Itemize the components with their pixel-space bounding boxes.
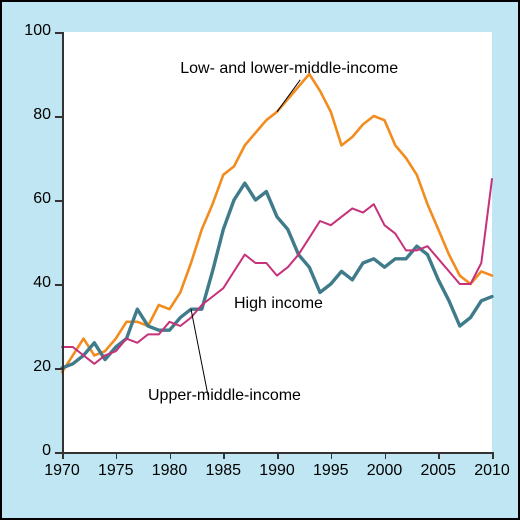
x-tick-label: 2005 bbox=[416, 462, 460, 480]
x-tick bbox=[170, 452, 172, 459]
x-tick-label: 1970 bbox=[40, 462, 84, 480]
series-low_lower_middle bbox=[62, 74, 492, 372]
x-tick bbox=[223, 452, 225, 459]
x-tick bbox=[277, 452, 279, 459]
leader-low_lower_middle bbox=[277, 80, 300, 112]
x-tick bbox=[492, 452, 494, 459]
y-tick-label: 100 bbox=[11, 22, 51, 40]
chart-outer: 0 20 40 60 80 100 1970 1975 1980 1985 1990 1995 2000… bbox=[0, 0, 520, 520]
x-tick bbox=[385, 452, 387, 459]
series-label-low_lower_middle: Low- and lower-middle-income bbox=[180, 60, 398, 78]
x-tick-label: 2010 bbox=[470, 462, 514, 480]
y-tick bbox=[55, 368, 62, 370]
y-tick-label: 80 bbox=[11, 106, 51, 124]
x-tick bbox=[116, 452, 118, 459]
x-tick bbox=[331, 452, 333, 459]
x-tick-label: 1990 bbox=[255, 462, 299, 480]
series-label-high_income: High income bbox=[234, 295, 323, 313]
y-tick bbox=[55, 116, 62, 118]
y-tick bbox=[55, 284, 62, 286]
leader-upper_middle bbox=[191, 309, 208, 395]
y-axis bbox=[62, 32, 64, 452]
y-tick bbox=[55, 200, 62, 202]
x-tick-label: 1980 bbox=[148, 462, 192, 480]
x-tick-label: 1975 bbox=[94, 462, 138, 480]
x-tick bbox=[62, 452, 64, 459]
x-tick-label: 1995 bbox=[309, 462, 353, 480]
x-tick-label: 2000 bbox=[363, 462, 407, 480]
x-tick bbox=[438, 452, 440, 459]
x-tick-label: 1985 bbox=[201, 462, 245, 480]
y-tick-label: 40 bbox=[11, 274, 51, 292]
y-tick bbox=[55, 32, 62, 34]
chart-svg bbox=[2, 2, 520, 520]
series-label-upper_middle: Upper-middle-income bbox=[148, 387, 301, 405]
y-tick bbox=[55, 452, 62, 454]
y-tick-label: 20 bbox=[11, 358, 51, 376]
y-tick-label: 0 bbox=[11, 442, 51, 460]
y-tick-label: 60 bbox=[11, 190, 51, 208]
